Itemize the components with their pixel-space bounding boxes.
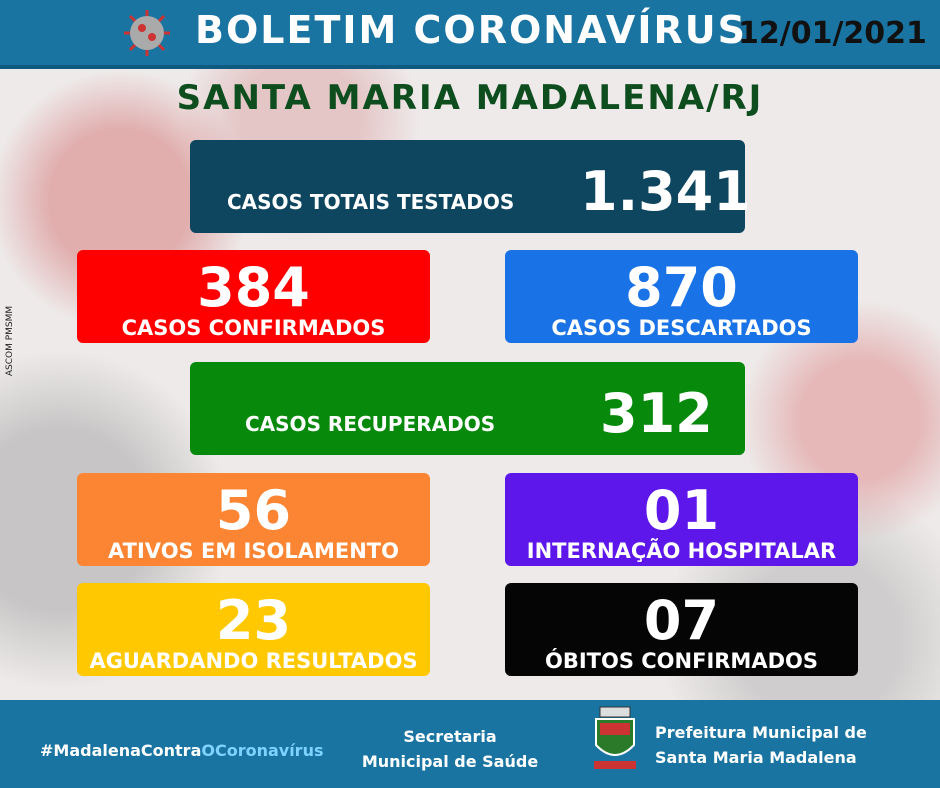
subtitle: SANTA MARIA MADALENA/RJ	[176, 78, 764, 118]
card-label: INTERNAÇÃO HOSPITALAR	[526, 539, 837, 563]
hashtag-part: OCoronavírus	[201, 741, 324, 760]
card-value: 01	[643, 479, 720, 542]
virus-icon	[124, 10, 170, 56]
card-label: ÓBITOS CONFIRMADOS	[544, 649, 818, 673]
title: BOLETIM CORONAVÍRUS	[195, 8, 747, 52]
footer	[0, 700, 940, 788]
credit: ASCOM PMSMM	[5, 305, 15, 377]
card-value: 312	[600, 382, 713, 445]
card-value: 870	[625, 256, 738, 319]
prefeitura-line: Prefeitura Municipal de	[655, 723, 867, 742]
card: 07 ÓBITOS CONFIRMADOS	[505, 583, 858, 676]
card-label: CASOS RECUPERADOS	[245, 412, 496, 436]
card: 56 ATIVOS EM ISOLAMENTO	[77, 473, 430, 566]
hashtag: #MadalenaContraOCoronavírus	[40, 741, 323, 760]
card: CASOS RECUPERADOS 312	[190, 362, 745, 455]
card-value: 07	[643, 589, 720, 652]
card-value: 384	[197, 256, 310, 319]
card-label: ATIVOS EM ISOLAMENTO	[108, 539, 399, 563]
card-value: 23	[215, 589, 292, 652]
card: 23 AGUARDANDO RESULTADOS	[77, 583, 430, 676]
prefeitura-line: Santa Maria Madalena	[655, 748, 857, 767]
secretaria-line: Municipal de Saúde	[361, 752, 539, 771]
card-label: CASOS CONFIRMADOS	[121, 316, 386, 340]
card: CASOS TOTAIS TESTADOS 1.341	[190, 140, 751, 233]
card-label: AGUARDANDO RESULTADOS	[89, 649, 418, 673]
card: 01 INTERNAÇÃO HOSPITALAR	[505, 473, 858, 566]
secretaria-line: Secretaria	[403, 727, 497, 746]
card-label: CASOS DESCARTADOS	[551, 316, 812, 340]
coat-of-arms	[594, 706, 636, 769]
card: 384 CASOS CONFIRMADOS	[77, 250, 430, 343]
card: 870 CASOS DESCARTADOS	[505, 250, 858, 343]
card-value: 1.341	[580, 160, 751, 223]
date: 12/01/2021	[738, 16, 927, 51]
card-value: 56	[215, 479, 292, 542]
hashtag-part: #MadalenaContra	[40, 741, 202, 760]
card-label: CASOS TOTAIS TESTADOS	[227, 190, 515, 214]
